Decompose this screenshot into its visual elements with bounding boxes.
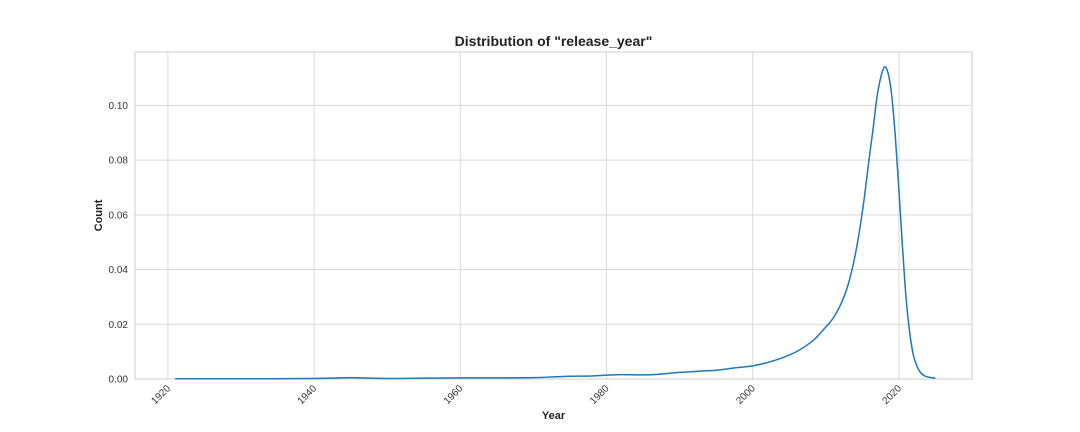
y-tick-label: 0.00 (109, 375, 129, 386)
plot-frame (134, 51, 973, 380)
tick-labels: 1920 1940 1960 1980 2000 2020 0.00 0.02 0.04 0.06… (109, 101, 905, 407)
y-tick-label: 0.06 (109, 210, 129, 221)
y-tick-label: 0.08 (109, 156, 129, 167)
x-tick-label: 1920 (150, 383, 174, 407)
chart-title: Distribution of "release_year" (455, 33, 653, 49)
grid-lines (135, 52, 972, 380)
x-tick-label: 1940 (296, 383, 320, 407)
y-axis-label: Count (93, 199, 105, 231)
x-tick-label: 1980 (588, 383, 612, 407)
x-axis-label: Year (542, 410, 566, 422)
y-tick-label: 0.04 (109, 265, 129, 276)
series-layer (175, 66, 936, 380)
x-tick-label: 2000 (734, 383, 758, 407)
y-tick-label: 0.02 (109, 320, 129, 331)
y-tick-label: 0.10 (109, 101, 129, 112)
kde-line (175, 66, 936, 380)
x-tick-label: 2020 (881, 383, 905, 407)
x-tick-label: 1960 (442, 383, 466, 407)
